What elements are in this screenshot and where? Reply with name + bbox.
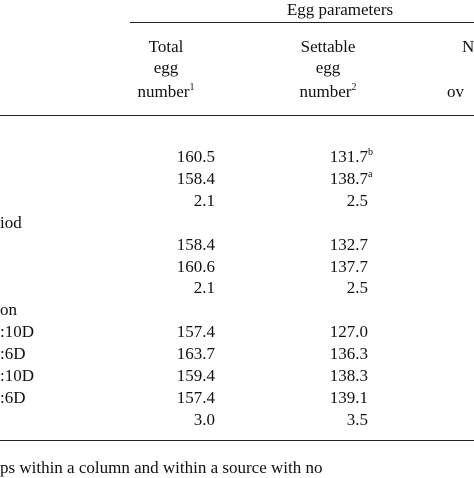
- header-rule: [0, 115, 474, 116]
- cell-value: 2.5: [346, 190, 368, 210]
- cell-value: 158.4: [176, 234, 215, 254]
- header-text: Settable: [300, 37, 356, 56]
- cell: 2.1: [194, 191, 215, 211]
- superscript: a: [368, 168, 373, 180]
- cell: 157.4: [177, 388, 215, 408]
- cell-value: 160.5: [176, 147, 215, 166]
- cell-value: 157.4: [176, 387, 215, 407]
- cell-value: 3.0: [193, 409, 215, 429]
- cell: 157.4: [177, 322, 215, 342]
- row-label: on: [0, 300, 17, 320]
- cell: 127.0: [330, 322, 368, 342]
- cell-value: 2.5: [346, 278, 368, 298]
- cell-value: 127.0: [329, 322, 368, 342]
- cell: 132.7: [330, 235, 368, 255]
- superscript: 1: [189, 82, 195, 93]
- cell-value: 2.1: [193, 190, 215, 210]
- cell: 2.5: [347, 278, 368, 298]
- header-text: number: [137, 82, 190, 101]
- header-text: number: [299, 82, 352, 101]
- header-text: Total: [148, 37, 184, 56]
- group-header: Egg parameters: [286, 0, 394, 19]
- column-header: Total: [149, 37, 184, 57]
- row-label: :10D: [0, 366, 34, 385]
- cell-value: 163.7: [176, 344, 215, 364]
- cell: 138.7 a: [329, 168, 373, 189]
- cell-value: 2.1: [193, 278, 215, 298]
- cell: 138.3: [330, 366, 368, 386]
- cell-value: 132.7: [329, 234, 368, 254]
- note-wrap: a: [368, 169, 372, 189]
- column-header: egg: [154, 58, 179, 78]
- cell: 163.7: [177, 344, 215, 364]
- cell-value: 137.7: [329, 256, 368, 276]
- cell: 159.4: [177, 366, 215, 386]
- row-label: :6D: [0, 387, 26, 407]
- cell: 3.5: [347, 410, 368, 430]
- cell-value: 139.1: [329, 387, 368, 407]
- column-header: Settable: [301, 37, 356, 57]
- cell-value: 131.7: [329, 147, 368, 166]
- cell: 2.5: [347, 191, 368, 211]
- cell-value: 3.5: [346, 409, 368, 429]
- cell: 136.3: [330, 344, 368, 364]
- bottom-rule: [0, 440, 474, 441]
- superscript: 2: [351, 82, 357, 93]
- column-header: number2: [300, 82, 357, 102]
- cell-value: 159.4: [176, 366, 215, 385]
- column-header: N: [462, 37, 474, 56]
- column-header: ov: [447, 82, 464, 101]
- cell-value: 138.7: [329, 168, 368, 188]
- column-header: egg: [316, 58, 341, 78]
- row-label: iod: [0, 212, 22, 232]
- header-text: egg: [315, 58, 341, 77]
- cell: 131.7 b: [329, 147, 373, 167]
- header-text: egg: [153, 58, 179, 77]
- note-wrap: b: [368, 147, 373, 167]
- superscript: b: [368, 147, 373, 158]
- cell: 137.7: [330, 257, 368, 277]
- row-label: :6D: [0, 344, 26, 364]
- cell-value: 136.3: [329, 344, 368, 364]
- column-header: number1: [138, 82, 195, 102]
- cell-value: 158.4: [176, 168, 215, 188]
- row-label: :10D: [0, 322, 34, 342]
- cell: 139.1: [330, 388, 368, 408]
- cell-value: 138.3: [329, 366, 368, 385]
- cell: 158.4: [177, 235, 215, 255]
- cell-value: 160.6: [176, 256, 215, 276]
- cell-value: 157.4: [176, 322, 215, 342]
- cell: 160.6: [177, 257, 215, 277]
- group-rule: [130, 22, 474, 23]
- footnote: ps within a column and within a source w…: [0, 458, 323, 477]
- cell: 160.5: [177, 147, 215, 167]
- cell: 158.4: [177, 169, 215, 189]
- cell: 3.0: [194, 410, 215, 430]
- cell: 2.1: [194, 278, 215, 298]
